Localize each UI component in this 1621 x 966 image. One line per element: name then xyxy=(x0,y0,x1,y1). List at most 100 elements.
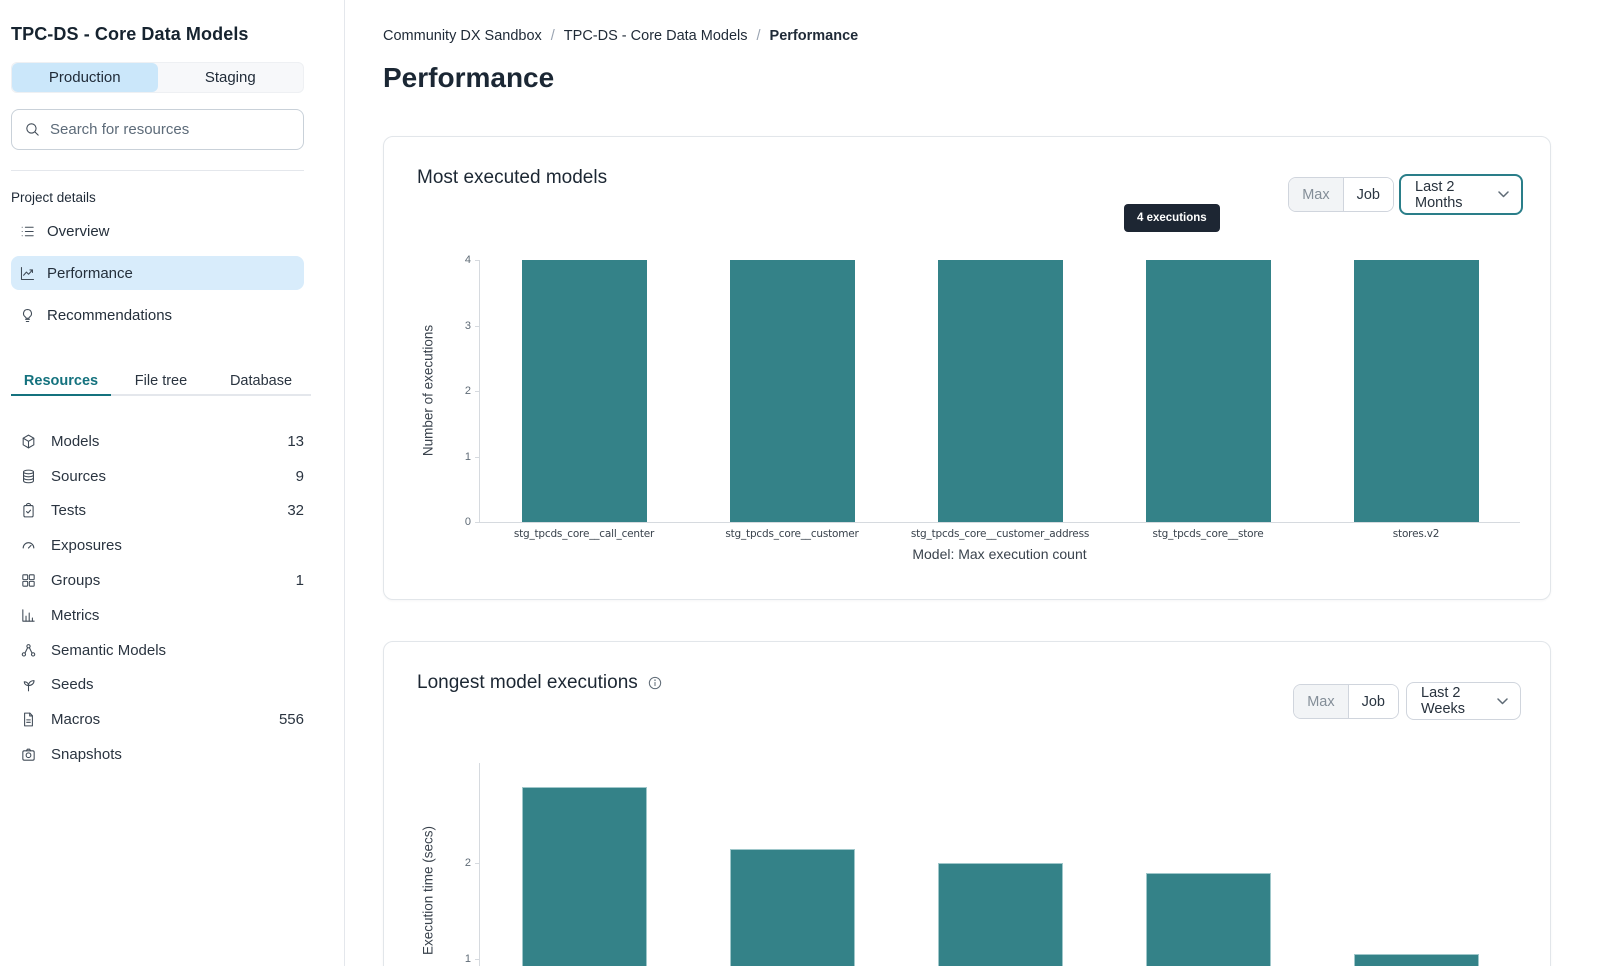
y-tick-mark xyxy=(475,958,480,960)
y-tick-mark xyxy=(475,325,480,327)
grid-icon xyxy=(20,572,37,589)
y-tick-mark xyxy=(475,391,480,392)
chart-title: Longest model executions xyxy=(417,672,663,694)
resource-count: 556 xyxy=(278,711,304,729)
x-tick-label: stg_tpcds_core__call_center xyxy=(513,528,655,540)
page-title: Performance xyxy=(383,62,555,93)
tab-file-tree[interactable]: File tree xyxy=(111,365,211,394)
resource-item-groups[interactable]: Groups 1 xyxy=(11,563,304,598)
y-tick-label: 1 xyxy=(464,450,471,463)
network-icon xyxy=(20,642,37,659)
job-button[interactable]: Job xyxy=(1343,178,1393,211)
date-range-select[interactable]: Last 2 Months xyxy=(1399,174,1523,215)
search-input[interactable] xyxy=(50,121,291,138)
job-button[interactable]: Job xyxy=(1348,685,1398,718)
y-tick-label: 2 xyxy=(464,385,471,397)
chart-title-text: Longest model executions xyxy=(417,672,638,693)
chevron-down-icon xyxy=(1497,697,1508,705)
resource-label: Models xyxy=(51,432,100,450)
bar[interactable] xyxy=(521,260,647,522)
main-content: Community DX Sandbox / TPC-DS - Core Data … xyxy=(345,0,1621,966)
x-axis-labels: stg_tpcds_core__call_center stg_tpcds_cor… xyxy=(480,528,1520,540)
tab-database[interactable]: Database xyxy=(211,365,311,394)
y-tick-mark xyxy=(475,456,480,458)
bar[interactable] xyxy=(729,260,855,522)
bar-slot xyxy=(1312,260,1520,522)
max-job-toggle: Max Job xyxy=(1288,177,1394,212)
resource-item-models[interactable]: Models 13 xyxy=(11,424,304,459)
camera-icon xyxy=(20,746,37,763)
y-tick-mark xyxy=(475,260,480,261)
x-tick-label: stg_tpcds_core__customer_address xyxy=(910,528,1090,540)
sidebar-item-overview[interactable]: Overview xyxy=(11,214,304,248)
date-range-value: Last 2 Months xyxy=(1415,178,1463,211)
project-title: TPC-DS - Core Data Models xyxy=(11,24,249,44)
sidebar-divider xyxy=(11,170,304,171)
bar-slot xyxy=(480,763,688,966)
resource-item-snapshots[interactable]: Snapshots xyxy=(11,737,304,772)
chart-title: Most executed models xyxy=(417,167,608,188)
bar-slot xyxy=(688,763,896,966)
bar-slot xyxy=(896,260,1104,522)
sidebar-item-recommendations[interactable]: Recommendations xyxy=(11,298,304,332)
tab-resources[interactable]: Resources xyxy=(11,365,111,396)
chevron-down-icon xyxy=(1498,191,1509,198)
bar[interactable] xyxy=(937,260,1063,522)
resource-item-exposures[interactable]: Exposures xyxy=(11,528,304,563)
bar-slot xyxy=(1312,763,1520,966)
resource-item-metrics[interactable]: Metrics xyxy=(11,598,304,633)
list-icon xyxy=(19,223,36,240)
tab-production[interactable]: Production xyxy=(12,63,158,92)
resource-tabs: Resources File tree Database xyxy=(11,365,311,396)
y-tick-label: 0 xyxy=(464,516,471,528)
date-range-select[interactable]: Last 2 Weeks xyxy=(1406,682,1521,720)
sidebar-item-performance[interactable]: Performance xyxy=(11,256,304,290)
search-box[interactable] xyxy=(11,109,304,150)
bar[interactable] xyxy=(1145,872,1271,966)
tab-staging[interactable]: Staging xyxy=(158,63,304,92)
resource-label: Semantic Models xyxy=(51,641,167,659)
resource-item-sources[interactable]: Sources 9 xyxy=(11,459,304,494)
breadcrumb-link[interactable]: TPC-DS - Core Data Models xyxy=(563,28,748,44)
breadcrumb-link[interactable]: Community DX Sandbox xyxy=(383,28,542,44)
database-icon xyxy=(20,468,37,485)
lightbulb-icon xyxy=(19,307,36,324)
info-icon[interactable] xyxy=(647,675,663,691)
bar[interactable] xyxy=(1353,260,1479,522)
resource-count: 1 xyxy=(295,572,304,590)
bar[interactable] xyxy=(1145,260,1271,522)
y-tick-label: 1 xyxy=(464,952,471,965)
resource-item-macros[interactable]: Macros 556 xyxy=(11,702,304,737)
y-tick-mark xyxy=(475,863,480,865)
resource-label: Metrics xyxy=(51,606,100,624)
sidebar: TPC-DS - Core Data Models Production Sta… xyxy=(0,0,345,966)
resource-item-tests[interactable]: Tests 32 xyxy=(11,494,304,529)
y-tick-mark xyxy=(475,522,480,523)
document-icon xyxy=(20,711,37,728)
chart-line-icon xyxy=(19,265,36,282)
resource-label: Sources xyxy=(51,467,107,485)
project-nav: Overview Performance Recommendations xyxy=(11,214,304,332)
max-button[interactable]: Max xyxy=(1294,685,1349,718)
bar-chart-most-executed: 0 1 2 3 4 stg_tpcds_core__call_center stg_tpcd… xyxy=(465,254,1520,540)
resource-item-semantic-models[interactable]: Semantic Models xyxy=(11,633,304,668)
card-longest-model-executions: Longest model executions Max Job Last 2 … xyxy=(383,641,1551,966)
resource-list: Models 13 Sources 9 Tests 32 Exposures Groups 1 M… xyxy=(11,424,304,772)
bar-slot xyxy=(688,260,896,522)
bar[interactable] xyxy=(1353,953,1479,966)
bar[interactable] xyxy=(729,848,855,966)
bar[interactable] xyxy=(937,863,1063,966)
search-icon xyxy=(24,121,41,138)
chart-tooltip: 4 executions xyxy=(1124,204,1220,232)
resource-item-seeds[interactable]: Seeds xyxy=(11,668,304,703)
resource-label: Groups xyxy=(51,572,101,590)
resource-label: Snapshots xyxy=(51,746,122,764)
sidebar-item-label: Performance xyxy=(47,264,133,282)
bar[interactable] xyxy=(521,786,647,966)
resource-count: 9 xyxy=(295,467,304,485)
bar-slot xyxy=(480,260,688,522)
max-button[interactable]: Max xyxy=(1289,178,1344,211)
resource-label: Seeds xyxy=(51,676,94,694)
